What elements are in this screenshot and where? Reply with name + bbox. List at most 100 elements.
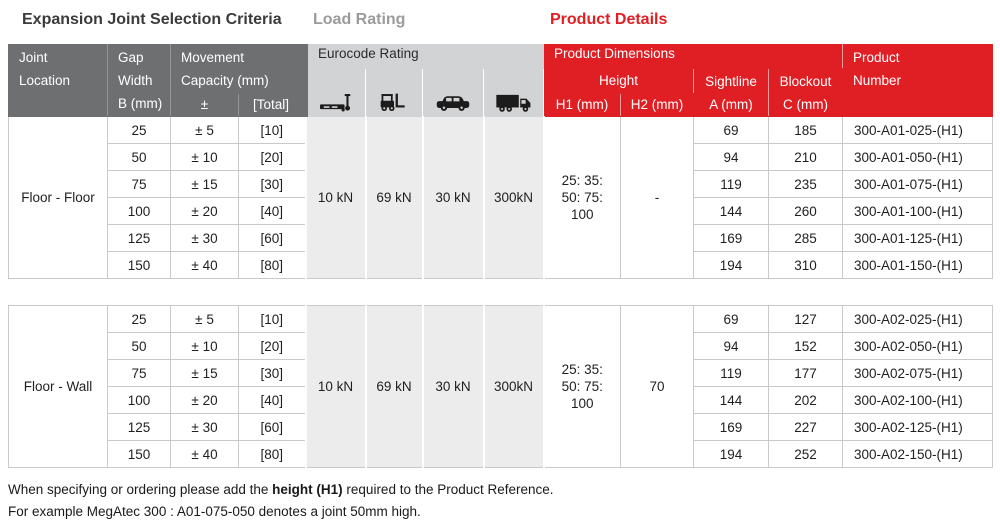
load-rating-value: 10 kN — [304, 305, 367, 468]
selection-criteria-title: Expansion Joint Selection Criteria — [22, 11, 282, 28]
movement-total-value: [60] — [237, 224, 307, 252]
product-details-title: Product Details — [550, 11, 668, 28]
product-number-value: 300-A01-100-(H1) — [842, 197, 994, 225]
selection-table-floor-floor: Joint Location Gap Width B (mm) Movement… — [8, 44, 994, 279]
blockout-value: 285 — [768, 224, 844, 252]
movement-total-value: [30] — [238, 359, 306, 387]
joint-location-cell: Floor - Floor — [8, 116, 108, 279]
sightline-value: 144 — [693, 197, 770, 225]
h2-header: H2 (mm) — [620, 92, 695, 117]
gap-width-header: Gap Width B (mm) — [107, 44, 171, 117]
movement-pm-value: ± 40 — [170, 251, 239, 279]
product-number-value: 300-A01-050-(H1) — [842, 143, 994, 171]
sightline-value: 119 — [693, 359, 769, 387]
blockout-value: 235 — [768, 170, 844, 198]
blockout-value: 227 — [768, 413, 843, 441]
movement-pm-value: ± 5 — [170, 305, 239, 333]
movement-capacity-header: Movement Capacity (mm) — [169, 44, 307, 94]
joint-location-cell: Floor - Wall — [8, 305, 108, 468]
pallet-truck-icon — [303, 68, 367, 117]
blockout-value: 210 — [768, 143, 844, 171]
blockout-value: 252 — [768, 440, 843, 468]
movement-pm-value: ± 5 — [170, 116, 239, 144]
table-row: 150 ± 40 [80] 194 310 300-A01-150-(H1) — [9, 251, 994, 279]
movement-total-value: [40] — [238, 386, 306, 414]
gap-width-value: 25 — [107, 116, 171, 144]
table-row: 50 ± 10 [20] 94 210 300-A01-050-(H1) — [9, 143, 994, 171]
blockout-value: 127 — [768, 305, 843, 333]
gap-width-value: 50 — [107, 332, 171, 360]
product-number-value: 300-A02-125-(H1) — [842, 413, 993, 441]
load-rating-value: 10 kN — [304, 116, 367, 279]
sightline-value: 194 — [693, 251, 770, 279]
gap-width-value: 100 — [107, 386, 171, 414]
load-rating-value: 300kN — [482, 116, 545, 279]
gap-width-value: 125 — [107, 413, 171, 441]
h1-header: H1 (mm) — [543, 92, 622, 117]
load-rating-value: 30 kN — [421, 305, 485, 468]
blockout-value: 185 — [768, 116, 844, 144]
product-number-value: 300-A01-075-(H1) — [842, 170, 994, 198]
sightline-value: 194 — [693, 440, 769, 468]
sightline-header: Sightline A (mm) — [693, 68, 770, 117]
gap-width-value: 125 — [107, 224, 171, 252]
movement-pm-value: ± 10 — [170, 143, 239, 171]
table-row: 150 ± 40 [80] 194 252 300-A02-150-(H1) — [9, 440, 993, 468]
sightline-value: 69 — [693, 116, 770, 144]
movement-pm-value: ± 10 — [170, 332, 239, 360]
selection-table-floor-wall: Floor - Wall 25 ± 5 [10] 10 kN 69 kN 30 … — [8, 305, 993, 468]
eurocode-rating-header: Eurocode Rating — [303, 44, 545, 69]
total-header: [Total] — [237, 92, 307, 117]
load-rating-title: Load Rating — [313, 11, 406, 28]
height-h2-cell: 70 — [620, 305, 694, 468]
movement-total-value: [20] — [237, 143, 307, 171]
movement-pm-value: ± 20 — [170, 386, 239, 414]
car-icon — [422, 68, 485, 117]
plusminus-header: ± — [170, 92, 239, 117]
gap-width-value: 150 — [107, 440, 171, 468]
load-rating-value: 69 kN — [364, 116, 424, 279]
product-number-value: 300-A01-125-(H1) — [842, 224, 994, 252]
movement-total-value: [80] — [237, 251, 307, 279]
movement-pm-value: ± 30 — [170, 224, 239, 252]
blockout-value: 177 — [768, 359, 843, 387]
load-rating-value: 30 kN — [421, 116, 485, 279]
product-number-value: 300-A01-150-(H1) — [842, 251, 994, 279]
movement-pm-value: ± 30 — [170, 413, 239, 441]
table-row: 125 ± 30 [60] 169 227 300-A02-125-(H1) — [9, 413, 993, 441]
footer-line-1: When specifying or ordering please add t… — [8, 482, 554, 497]
product-number-value: 300-A02-075-(H1) — [842, 359, 993, 387]
height-h2-cell: - — [620, 116, 695, 279]
truck-icon — [483, 68, 545, 117]
movement-pm-value: ± 15 — [170, 170, 239, 198]
table-row: 100 ± 20 [40] 144 202 300-A02-100-(H1) — [9, 386, 993, 414]
product-number-header: Product Number — [842, 44, 994, 117]
product-dimensions-header: Product Dimensions — [543, 44, 844, 69]
gap-width-value: 75 — [107, 359, 171, 387]
table-row: 100 ± 20 [40] 144 260 300-A01-100-(H1) — [9, 197, 994, 225]
table-row: Floor - Floor 25 ± 5 [10] 10 kN 69 kN 30… — [8, 116, 994, 279]
blockout-value: 260 — [768, 197, 844, 225]
footer-notes: When specifying or ordering please add t… — [8, 479, 1000, 523]
floor-wall-section: Floor - Wall 25 ± 5 [10] 10 kN 69 kN 30 … — [8, 305, 993, 468]
gap-width-value: 100 — [107, 197, 171, 225]
sightline-value: 144 — [693, 386, 769, 414]
product-number-value: 300-A02-100-(H1) — [842, 386, 993, 414]
sightline-value: 94 — [693, 332, 769, 360]
title-bar: Expansion Joint Selection Criteria Load … — [0, 0, 1000, 44]
gap-width-value: 50 — [107, 143, 171, 171]
product-number-value: 300-A02-050-(H1) — [842, 332, 993, 360]
load-rating-value: 300kN — [482, 305, 545, 468]
movement-total-value: [80] — [238, 440, 306, 468]
sightline-value: 94 — [693, 143, 770, 171]
movement-total-value: [10] — [237, 116, 307, 144]
movement-total-value: [30] — [237, 170, 307, 198]
footer-line-2: For example MegAtec 300 : A01-075-050 de… — [8, 504, 421, 519]
gap-width-value: 75 — [107, 170, 171, 198]
blockout-value: 310 — [768, 251, 844, 279]
sightline-value: 119 — [693, 170, 770, 198]
movement-pm-value: ± 20 — [170, 197, 239, 225]
movement-pm-value: ± 15 — [170, 359, 239, 387]
table-row: 75 ± 15 [30] 119 235 300-A01-075-(H1) — [9, 170, 994, 198]
table-row: 125 ± 30 [60] 169 285 300-A01-125-(H1) — [9, 224, 994, 252]
